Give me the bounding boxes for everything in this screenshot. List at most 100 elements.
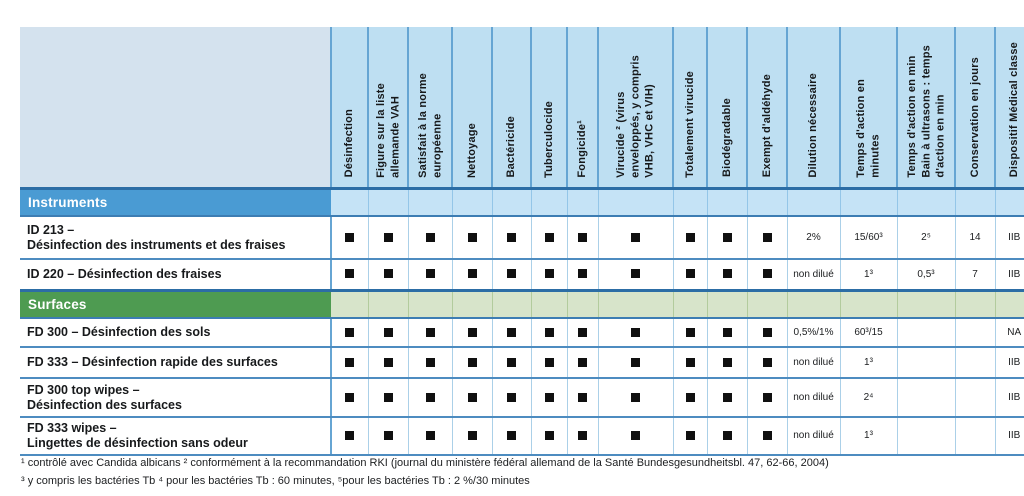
feature-cell <box>331 318 369 348</box>
check-square-icon <box>762 430 772 440</box>
feature-cell <box>368 417 409 456</box>
product-row: ID 220 – Désinfection des fraises non dil… <box>20 259 1024 291</box>
feature-cell <box>531 378 568 418</box>
feature-cell <box>492 378 532 418</box>
check-square-icon <box>722 327 732 337</box>
column-header-label: Figure sur la liste allemande VAH <box>374 82 401 178</box>
product-row: FD 300 – Désinfection des sols 0,5%/1% 60³… <box>20 318 1024 348</box>
check-square-icon <box>722 232 732 242</box>
value-cell: IIB <box>995 216 1024 260</box>
section-fill-cell <box>995 188 1024 217</box>
feature-cell <box>707 347 748 379</box>
feature-cell <box>492 417 532 456</box>
value-cell: 2% <box>787 216 841 260</box>
value-cell: 2⁵ <box>897 216 956 260</box>
section-fill-cell <box>673 290 708 319</box>
feature-cell <box>408 318 453 348</box>
feature-cell <box>747 318 788 348</box>
feature-cell <box>452 216 493 260</box>
column-header-label: Conservation en jours <box>968 57 981 178</box>
value-cell <box>897 347 956 379</box>
section-fill-cell <box>492 290 532 319</box>
feature-cell <box>567 378 599 418</box>
section-fill-cell <box>567 188 599 217</box>
feature-cell <box>673 347 708 379</box>
section-fill-cell <box>707 188 748 217</box>
value-cell: 14 <box>955 216 996 260</box>
feature-cell <box>408 347 453 379</box>
column-header: Tuberculocide <box>531 27 568 190</box>
corner-cell <box>20 27 332 190</box>
header-row: Désinfection Figure sur la liste allemand… <box>20 27 1024 190</box>
feature-cell <box>707 378 748 418</box>
feature-cell <box>707 417 748 456</box>
check-square-icon <box>631 430 640 440</box>
check-square-icon <box>507 327 516 337</box>
column-header: Fongicide¹ <box>567 27 599 190</box>
value-cell: NA <box>995 318 1024 348</box>
feature-cell <box>707 216 748 260</box>
column-header-label: Dispositif Médical classe <box>1008 42 1021 178</box>
check-square-icon <box>467 327 477 337</box>
section-fill-cell <box>408 290 453 319</box>
product-row: FD 300 top wipes – Désinfection des surf… <box>20 378 1024 418</box>
feature-cell <box>567 216 599 260</box>
feature-cell <box>408 216 453 260</box>
column-header: Conservation en jours <box>955 27 996 190</box>
section-fill-cell <box>995 290 1024 319</box>
value-cell: non dilué <box>787 347 841 379</box>
column-header-label: Fongicide¹ <box>576 119 589 178</box>
section-fill-cell <box>598 188 674 217</box>
feature-cell <box>598 378 674 418</box>
section-fill-cell <box>897 290 956 319</box>
check-square-icon <box>425 357 435 367</box>
feature-cell <box>331 259 369 291</box>
section-row-instruments: Instruments <box>20 188 1024 217</box>
section-fill-cell <box>452 290 493 319</box>
feature-cell <box>747 216 788 260</box>
feature-cell <box>707 318 748 348</box>
check-square-icon <box>544 327 554 337</box>
column-header-label: Tuberculocide <box>542 100 555 178</box>
column-header: Figure sur la liste allemande VAH <box>368 27 409 190</box>
product-row-label: FD 300 – Désinfection des sols <box>20 318 332 348</box>
check-square-icon <box>722 430 732 440</box>
product-row-label: FD 300 top wipes – Désinfection des surf… <box>20 378 332 418</box>
check-square-icon <box>722 269 732 279</box>
column-header: Dispositif Médical classe <box>995 27 1024 190</box>
check-square-icon <box>631 232 640 242</box>
check-square-icon <box>345 357 355 367</box>
column-header-label: Virucide ² (virus enveloppés, y compris … <box>615 54 656 178</box>
check-square-icon <box>467 232 477 242</box>
feature-cell <box>368 347 409 379</box>
feature-cell <box>567 347 599 379</box>
feature-cell <box>747 417 788 456</box>
section-fill-cell <box>331 188 369 217</box>
check-square-icon <box>685 232 695 242</box>
feature-cell <box>368 259 409 291</box>
value-cell <box>955 318 996 348</box>
check-square-icon <box>425 392 435 402</box>
check-square-icon <box>383 269 393 279</box>
feature-cell <box>452 259 493 291</box>
section-fill-cell <box>955 188 996 217</box>
check-square-icon <box>544 357 554 367</box>
feature-cell <box>492 318 532 348</box>
check-square-icon <box>383 327 393 337</box>
check-square-icon <box>685 392 695 402</box>
column-header-label: Totalement virucide <box>683 70 696 178</box>
column-header-label: Temps d'action en min Bain à ultrasons :… <box>905 44 947 178</box>
value-cell <box>897 318 956 348</box>
value-cell: 1³ <box>840 259 898 291</box>
feature-cell <box>747 347 788 379</box>
column-header-label: Exempt d'aldéhyde <box>760 74 773 178</box>
section-fill-cell <box>368 290 409 319</box>
section-fill-cell <box>408 188 453 217</box>
feature-cell <box>368 216 409 260</box>
value-cell <box>897 417 956 456</box>
value-cell: IIB <box>995 378 1024 418</box>
product-row: ID 213 – Désinfection des instruments et… <box>20 216 1024 260</box>
feature-cell <box>673 417 708 456</box>
section-fill-cell <box>897 188 956 217</box>
check-square-icon <box>578 232 587 242</box>
